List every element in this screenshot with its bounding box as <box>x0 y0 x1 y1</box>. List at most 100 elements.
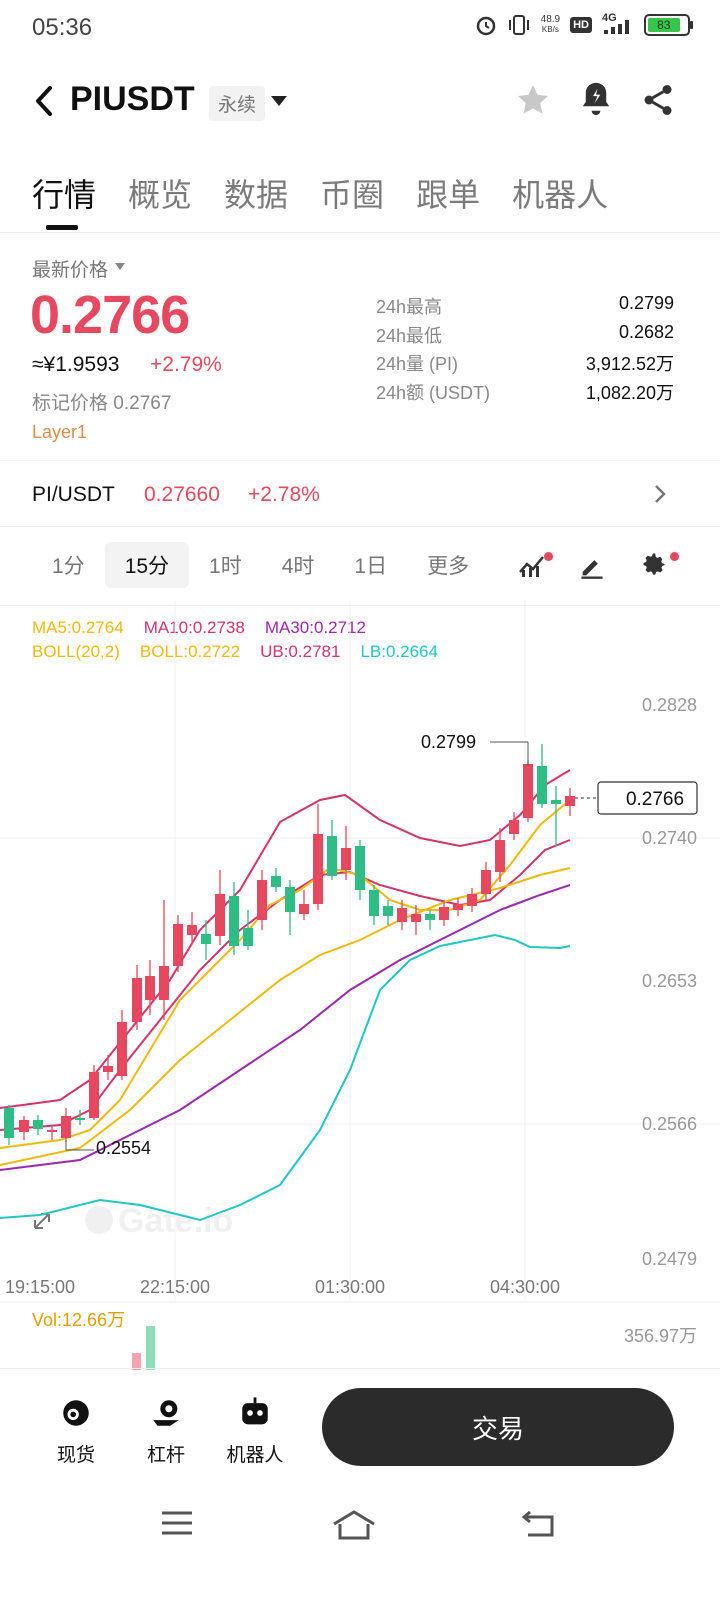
stat-turnover: 24h额 (USDT) 1,082.20万 <box>376 382 674 403</box>
nav-margin[interactable]: 杠杆 <box>142 1396 190 1467</box>
indicator-icon[interactable] <box>518 552 553 582</box>
bell-alert-icon[interactable] <box>578 80 614 118</box>
change-percent: +2.79% <box>150 353 222 376</box>
net-speed: 48.9 KB/s <box>540 14 561 35</box>
alarm-icon <box>476 16 495 36</box>
expand-icon[interactable] <box>34 1213 50 1229</box>
low-annotation: 0.2554 <box>65 1138 151 1158</box>
candle-body <box>159 966 169 1000</box>
candle-body <box>425 914 435 920</box>
candle-body <box>271 876 281 887</box>
candle-body <box>481 870 491 894</box>
candle-body <box>19 1120 29 1132</box>
nav-spot-label: 现货 <box>56 1445 95 1466</box>
candles <box>4 744 575 1145</box>
ma30-value: MA30:0.2712 <box>264 618 366 637</box>
stat-low: 24h最低 0.2682 <box>376 321 674 346</box>
y-axis: 0.2828 0.2740 0.2653 0.2566 0.2479 <box>642 695 697 1269</box>
pair-title[interactable]: PIUSDT <box>70 80 195 118</box>
back-nav-icon[interactable] <box>520 1508 556 1538</box>
home-icon[interactable] <box>330 1508 378 1542</box>
main-tabs: 行情 概览 数据 币圈 跟单 机器人 <box>32 170 608 230</box>
candle-body <box>341 848 351 870</box>
candle-body <box>397 908 407 922</box>
vibrate-icon <box>508 15 529 35</box>
volume-label: Vol:12.66万 <box>32 1310 125 1330</box>
candle-body <box>467 894 477 906</box>
boll-legend: BOLL(20,2) BOLL:0.2722 UB:0.2781 LB:0.26… <box>32 642 438 662</box>
settings-gear-icon[interactable] <box>640 550 680 580</box>
status-time: 05:36 <box>32 14 93 41</box>
tab-community[interactable]: 币圈 <box>320 177 385 213</box>
low-label: 0.2554 <box>96 1138 151 1158</box>
last-price: 0.2766 <box>30 285 190 345</box>
watermark: Gate.io <box>85 1202 233 1240</box>
candle-body <box>145 976 155 1000</box>
candle-body <box>4 1108 14 1138</box>
tab-copy-trade[interactable]: 跟单 <box>416 177 481 213</box>
volume-axis-label: 356.97万 <box>624 1326 697 1346</box>
candle-body <box>187 925 197 935</box>
tab-market[interactable]: 行情 <box>32 170 96 230</box>
candle-body <box>285 887 295 912</box>
ma5-line <box>0 799 571 1149</box>
candle-body <box>61 1116 71 1138</box>
interval-15m[interactable]: 15分 <box>104 542 190 588</box>
boll-mid-line <box>0 867 571 1166</box>
nav-bot[interactable]: 机器人 <box>222 1396 288 1467</box>
high-annotation: 0.2799 <box>421 732 529 766</box>
latest-price-label[interactable]: 最新价格 <box>32 260 109 281</box>
trade-button[interactable]: 交易 <box>322 1388 674 1466</box>
tab-bot[interactable]: 机器人 <box>512 177 609 213</box>
interval-4h[interactable]: 4时 <box>281 555 315 578</box>
draw-pencil-icon[interactable] <box>578 552 606 580</box>
spot-pair-name[interactable]: PI/USDT <box>32 483 115 506</box>
ma30-line <box>0 884 571 1171</box>
y-tick: 0.2653 <box>642 971 697 991</box>
candle-body <box>369 890 379 916</box>
star-icon[interactable] <box>514 82 552 118</box>
candlestick-chart[interactable]: Gate.io 0.2828 0.2740 0.2653 0.2566 0.24… <box>0 600 720 1370</box>
candle-body <box>132 978 142 1022</box>
divider <box>0 460 720 461</box>
status-icons: 48.9 KB/s HD 4G 83 <box>475 12 693 36</box>
interval-1m[interactable]: 1分 <box>52 555 85 578</box>
chevron-right-icon[interactable] <box>652 482 668 506</box>
share-icon[interactable] <box>640 82 676 118</box>
menu-icon[interactable] <box>160 1508 194 1538</box>
caret-down-icon[interactable] <box>115 263 125 270</box>
divider <box>0 232 720 233</box>
volume-bar <box>146 1326 155 1370</box>
mark-price: 标记价格 0.2767 <box>32 393 172 414</box>
contract-type-badge: 永续 <box>209 86 266 121</box>
interval-1d[interactable]: 1日 <box>354 555 388 578</box>
robot-icon <box>242 1397 268 1425</box>
chevron-down-icon[interactable] <box>271 96 287 106</box>
boll-upper-line <box>0 769 571 1109</box>
candle-body <box>551 800 561 804</box>
divider <box>0 605 720 606</box>
candle-body <box>201 934 211 944</box>
nav-bot-label: 机器人 <box>226 1445 284 1466</box>
candle-body <box>537 766 547 804</box>
candle-body <box>33 1120 43 1129</box>
y-tick: 0.2566 <box>642 1114 697 1134</box>
boll-params: BOLL(20,2) <box>32 642 120 661</box>
chart-grid <box>0 600 720 1303</box>
cny-price: ≈¥1.9593 <box>32 353 120 376</box>
battery-icon: 83 <box>644 14 693 36</box>
interval-1h[interactable]: 1时 <box>209 555 242 578</box>
back-icon[interactable] <box>30 84 60 118</box>
tab-overview[interactable]: 概览 <box>128 177 193 213</box>
candle-body <box>411 914 421 922</box>
tab-data[interactable]: 数据 <box>224 177 289 213</box>
high-label: 0.2799 <box>421 732 476 752</box>
candle-body <box>257 880 267 920</box>
interval-more[interactable]: 更多 <box>427 555 470 578</box>
boll-mid-value: BOLL:0.2722 <box>139 642 241 661</box>
signal-icon: 4G <box>602 12 634 36</box>
nav-spot[interactable]: 现货 <box>52 1396 100 1467</box>
sector-tag[interactable]: Layer1 <box>32 422 88 442</box>
candle-body <box>117 1022 127 1076</box>
ma-legend: MA5:0.2764 MA10:0.2738 MA30:0.2712 <box>32 618 366 638</box>
